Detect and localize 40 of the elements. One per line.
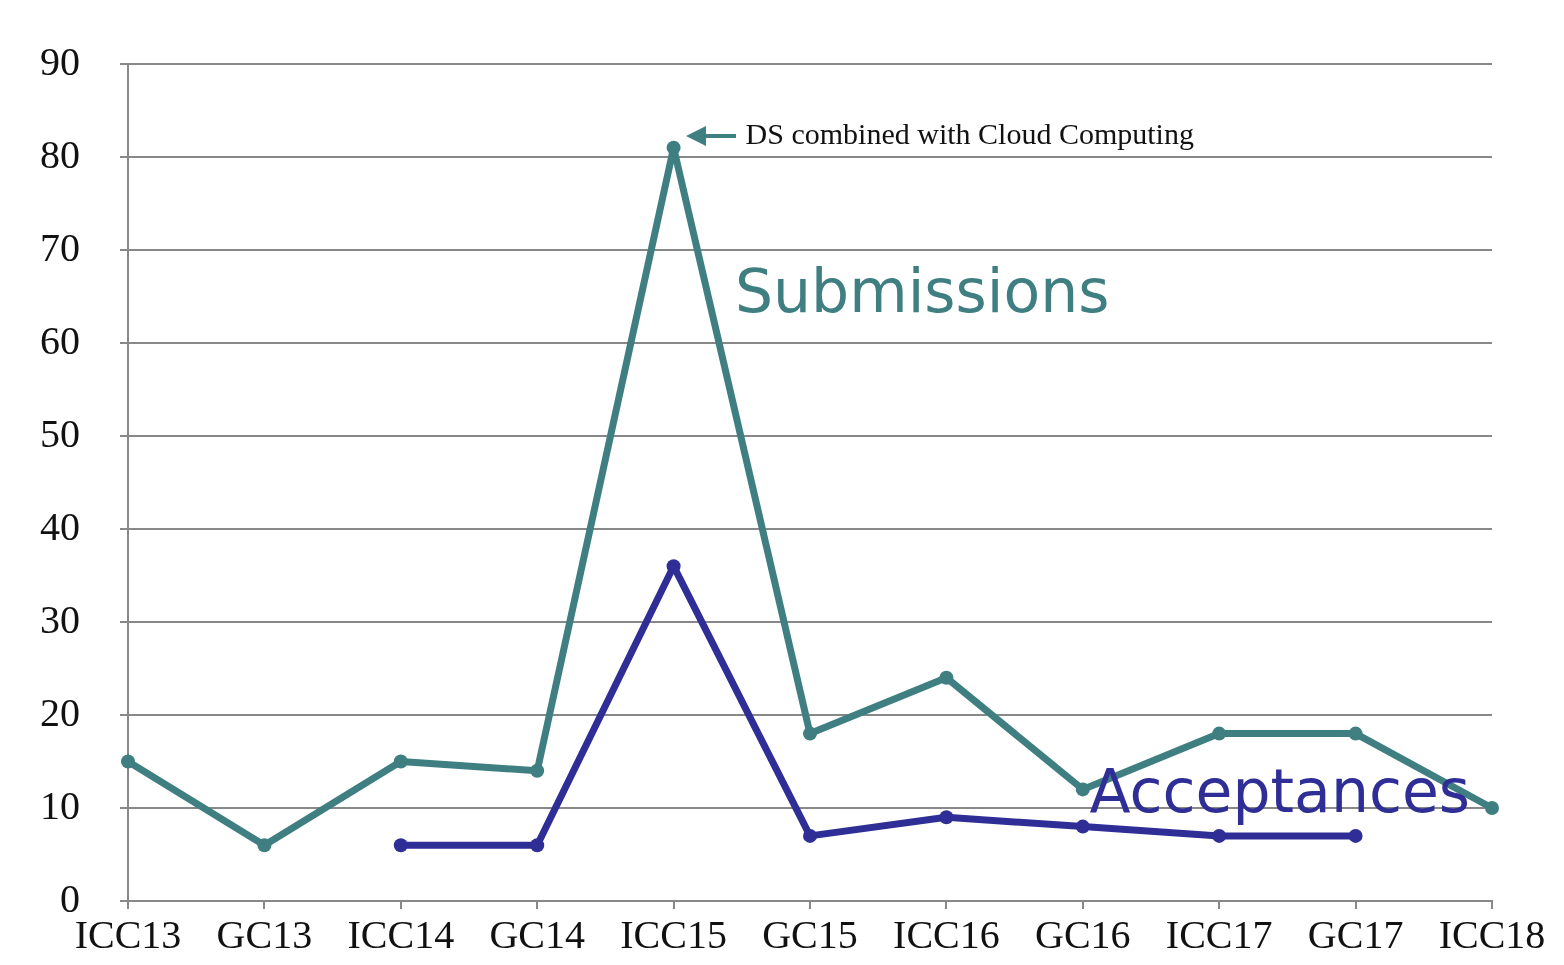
- x-tick-label: GC16: [1035, 911, 1131, 957]
- y-tick-label: 10: [40, 782, 80, 828]
- y-tick-label: 40: [40, 503, 80, 549]
- y-tick-label: 50: [40, 410, 80, 456]
- series-label: Submissions: [734, 256, 1110, 327]
- point: [393, 838, 408, 853]
- x-tick-label: ICC15: [620, 911, 727, 957]
- point: [803, 726, 817, 741]
- x-tick-label: ICC14: [347, 911, 455, 957]
- point: [1075, 782, 1090, 797]
- y-tick-label: 80: [40, 131, 80, 177]
- point: [666, 140, 681, 155]
- x-tick-label: GC17: [1307, 911, 1404, 957]
- x-tick-label: ICC18: [1438, 911, 1546, 957]
- y-tick-label: 60: [40, 317, 80, 363]
- point: [393, 754, 408, 769]
- point: [530, 838, 545, 853]
- y-tick-label: 70: [40, 224, 80, 270]
- y-tick-label: 90: [40, 38, 80, 84]
- point: [939, 810, 954, 825]
- x-tick-label: ICC17: [1165, 911, 1273, 957]
- x-tick-label: GC15: [762, 911, 858, 957]
- point: [530, 763, 545, 778]
- series-label: Acceptances: [1089, 755, 1471, 826]
- x-tick-label: GC14: [489, 911, 585, 957]
- y-tick-label: 20: [40, 689, 80, 735]
- point: [803, 828, 817, 843]
- x-tick-label: ICC16: [893, 911, 1000, 957]
- point: [1075, 819, 1090, 834]
- point: [939, 670, 954, 685]
- point: [1212, 726, 1227, 741]
- x-tick-label: GC13: [216, 911, 313, 957]
- point: [1212, 828, 1227, 843]
- point: [1485, 801, 1499, 815]
- point: [1348, 828, 1363, 843]
- point: [1348, 726, 1363, 741]
- y-tick-label: 30: [40, 596, 80, 642]
- point: [257, 838, 272, 853]
- point: [121, 754, 135, 769]
- annotation: DS combined with Cloud Computing: [745, 116, 1194, 150]
